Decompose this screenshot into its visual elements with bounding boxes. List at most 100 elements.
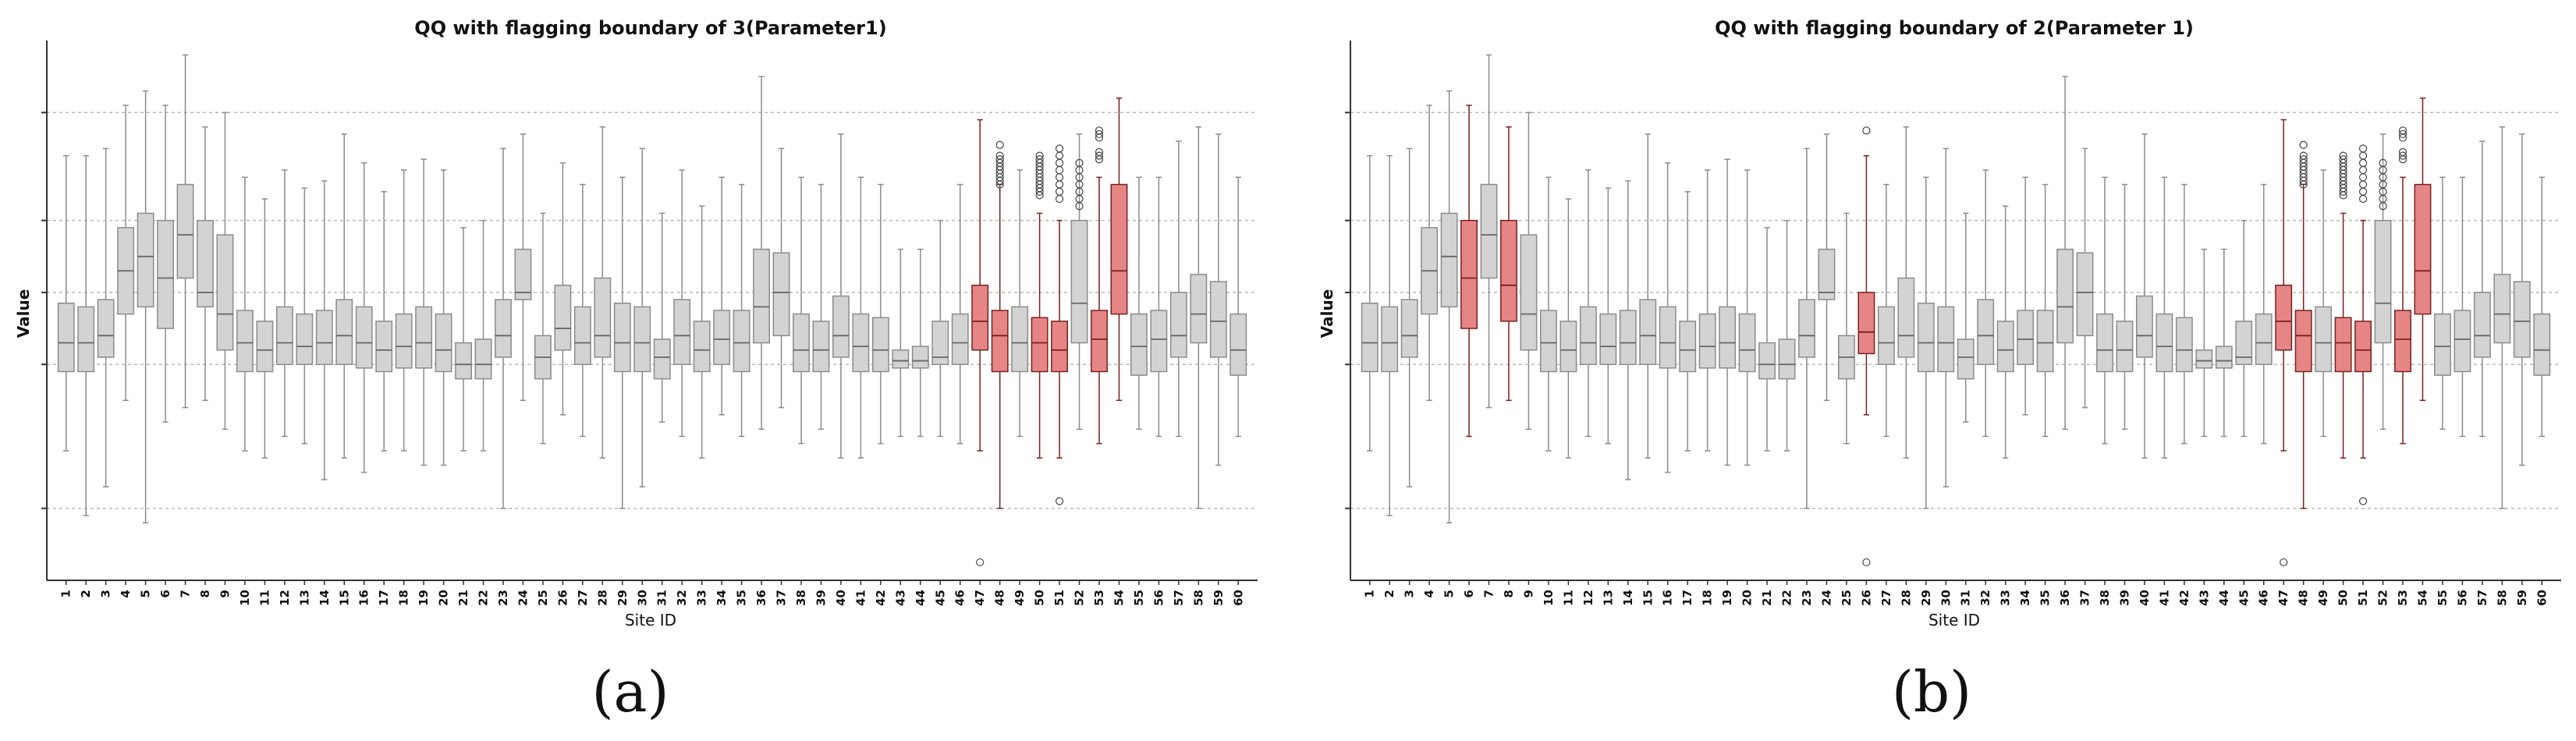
x-tick-label: 44 — [914, 590, 928, 606]
box-body — [57, 303, 75, 373]
box-body — [375, 321, 393, 373]
box-body — [852, 313, 870, 373]
outlier-point — [1075, 202, 1084, 211]
x-tick-label: 15 — [1641, 590, 1655, 606]
outlier-point — [1055, 151, 1064, 160]
box-site-42 — [871, 183, 889, 445]
box-body — [2116, 321, 2134, 373]
outlier-point — [976, 558, 985, 567]
box-site-33 — [693, 205, 711, 459]
x-tick-label: 8 — [198, 590, 212, 597]
box-site-5 — [137, 90, 154, 523]
box-body — [495, 299, 512, 358]
box-site-28 — [594, 126, 612, 459]
box-site-3 — [1400, 147, 1418, 488]
x-tick-label: 38 — [2098, 590, 2112, 606]
x-tick-label: 6 — [1462, 590, 1476, 597]
box-site-38 — [2096, 176, 2113, 445]
box-site-50 — [2334, 151, 2352, 459]
x-tick-label: 54 — [1112, 590, 1126, 606]
x-tick-label: 39 — [2117, 590, 2131, 606]
box-body — [911, 346, 929, 369]
box-site-52 — [2374, 133, 2392, 430]
box-site-16 — [355, 162, 373, 473]
outlier-point — [2299, 140, 2308, 149]
box-site-7 — [1480, 54, 1498, 409]
box-site-2 — [1381, 154, 1399, 516]
box-body — [2315, 306, 2333, 373]
box-body — [256, 321, 274, 373]
x-tick-label: 34 — [715, 590, 729, 606]
x-tick-label: 59 — [1212, 590, 1226, 606]
outlier-point — [1095, 151, 1104, 160]
box-site-27 — [573, 183, 591, 438]
box-site-35 — [733, 183, 750, 438]
box-site-43 — [2195, 248, 2213, 438]
outlier-point — [2339, 191, 2347, 200]
box-body — [793, 313, 810, 373]
box-body — [2096, 313, 2113, 373]
box-body — [2036, 310, 2054, 373]
box-site-44 — [2215, 248, 2233, 438]
x-tick-label: 33 — [695, 590, 709, 606]
x-tick-label: 6 — [158, 590, 172, 597]
box-site-36 — [2056, 76, 2074, 430]
x-tick-label: 7 — [1482, 590, 1496, 597]
x-tick-label: 23 — [496, 590, 510, 606]
x-tick-label: 4 — [119, 590, 133, 597]
box-body — [1190, 274, 1208, 344]
x-tick-label: 48 — [993, 590, 1007, 606]
x-tick-label: 7 — [179, 590, 193, 597]
outlier-point — [1055, 187, 1064, 196]
box-site-6 — [157, 105, 175, 423]
x-tick-label: 40 — [834, 590, 848, 606]
box-body — [2175, 317, 2193, 373]
box-body — [2255, 313, 2273, 365]
box-body — [1539, 310, 1557, 373]
box-site-8 — [197, 126, 214, 402]
x-tick-label: 32 — [675, 590, 689, 606]
box-body — [1996, 321, 2014, 373]
box-body — [713, 310, 731, 365]
box-body — [753, 248, 771, 344]
box-site-13 — [1599, 187, 1617, 445]
box-body — [2533, 313, 2551, 376]
x-tick-label: 43 — [893, 590, 907, 606]
box-body — [1229, 313, 1247, 376]
x-tick-label: 45 — [933, 590, 947, 606]
box-body — [97, 299, 115, 358]
box-site-5 — [1440, 90, 1458, 523]
box-site-26 — [554, 162, 572, 416]
x-tick-label: 3 — [1403, 590, 1417, 597]
box-site-56 — [1150, 176, 1168, 438]
box-site-60 — [1229, 176, 1247, 438]
box-body — [435, 313, 452, 373]
outlier-point — [2358, 180, 2368, 189]
box-body — [871, 317, 889, 373]
box-site-18 — [395, 169, 413, 452]
x-tick-label: 49 — [1013, 590, 1027, 606]
box-body — [1619, 310, 1637, 365]
box-site-14 — [315, 180, 333, 480]
outlier-point — [2398, 155, 2407, 164]
outlier-point — [2358, 187, 2368, 196]
box-site-38 — [793, 176, 810, 445]
box-body — [2354, 321, 2372, 373]
box-site-15 — [335, 133, 353, 459]
box-body — [594, 277, 612, 358]
box-body — [335, 299, 353, 365]
x-tick-label: 31 — [655, 590, 669, 606]
x-axis-label: Site ID — [625, 611, 676, 629]
box-body — [296, 313, 314, 365]
box-site-54 — [1110, 98, 1128, 402]
box-site-46 — [2255, 183, 2273, 445]
box-site-43 — [892, 248, 910, 438]
box-body — [2235, 321, 2253, 365]
x-axis-label: Site ID — [1928, 611, 1980, 629]
box-body — [733, 310, 750, 373]
box-body — [1130, 313, 1148, 376]
outlier-point — [1095, 129, 1104, 139]
box-body — [2017, 310, 2035, 365]
box-site-24 — [514, 133, 532, 402]
